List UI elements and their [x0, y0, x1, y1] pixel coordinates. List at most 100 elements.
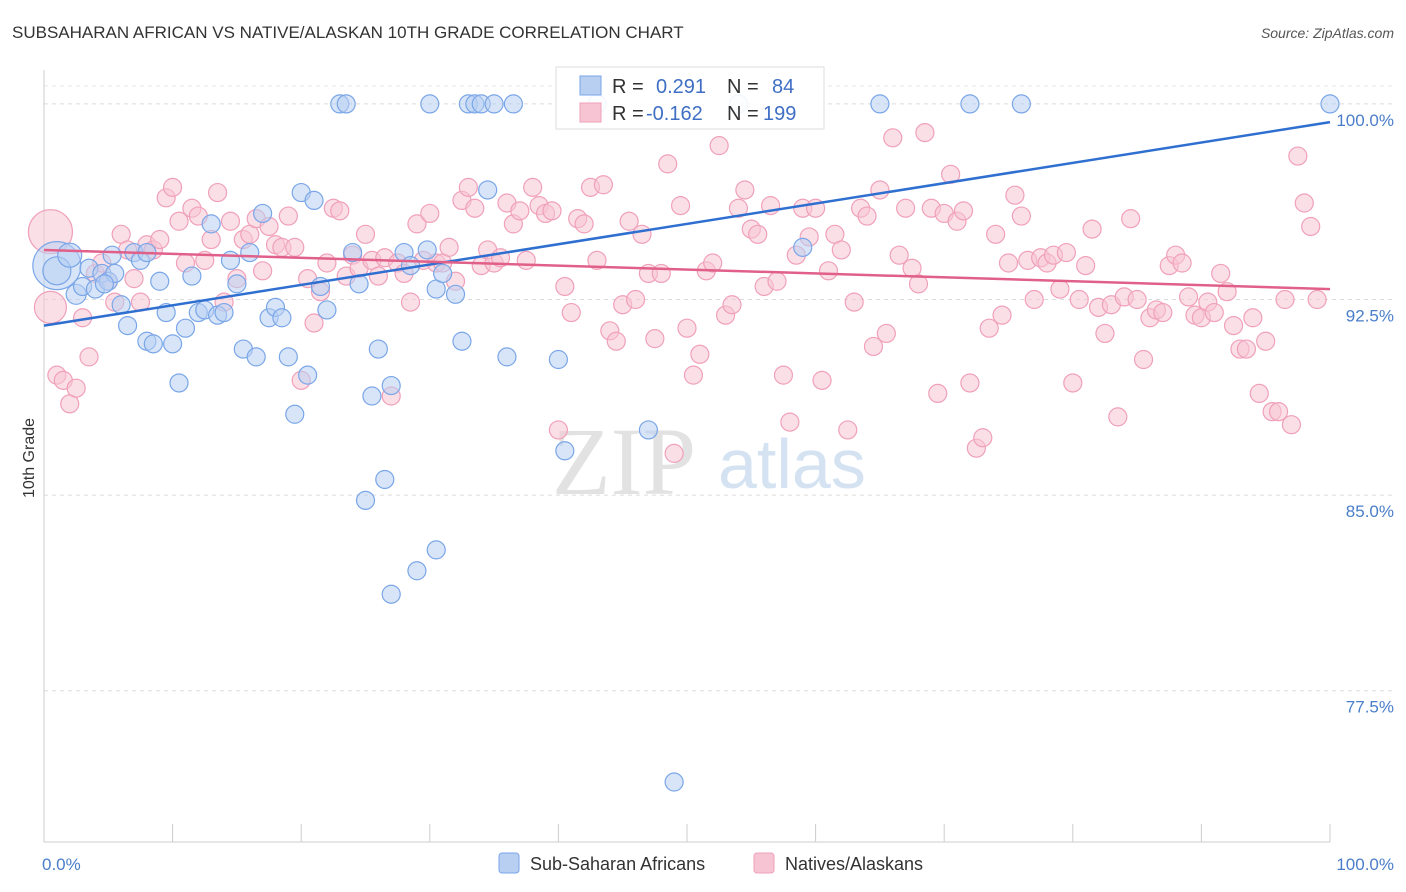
stats-swatch-pink — [579, 102, 602, 123]
pink-point-161 — [1069, 289, 1089, 310]
pink-point-178 — [1178, 287, 1199, 307]
watermark-atlas: atlas — [718, 425, 866, 503]
blue-point-65 — [478, 180, 498, 200]
blue-point-56 — [420, 94, 440, 114]
pink-point-111 — [748, 224, 768, 244]
gridlines — [44, 85, 1394, 692]
pink-point-159 — [1056, 242, 1076, 263]
pink-point-137 — [915, 122, 935, 143]
pink-point-197 — [1301, 216, 1321, 237]
chart-title: SUBSAHARAN AFRICAN VS NATIVE/ALASKAN 10T… — [12, 23, 684, 42]
pink-point-187 — [1236, 339, 1257, 359]
legend-swatch-sub-saharan-africans — [498, 852, 520, 874]
blue-point-82 — [102, 245, 122, 265]
axes — [43, 70, 1331, 843]
pink-point-148 — [986, 224, 1006, 244]
pink-point-18 — [150, 229, 170, 250]
pink-point-95 — [645, 329, 665, 349]
pink-point-151 — [1005, 185, 1025, 205]
pink-point-34 — [253, 261, 273, 281]
trend-line-sub-saharan-africans — [43, 120, 1331, 327]
pink-point-98 — [664, 443, 684, 463]
pink-point-121 — [812, 370, 832, 390]
blue-point-49 — [368, 339, 388, 359]
blue-point-39 — [298, 365, 318, 385]
legend-label-natives-alaskans: Natives/Alaskans — [785, 854, 923, 874]
pink-point-131 — [876, 323, 896, 344]
legend-label-sub-saharan-africans: Sub-Saharan Africans — [530, 854, 705, 874]
blue-point-11 — [117, 315, 138, 336]
blue-point-44 — [336, 94, 356, 114]
blue-point-66 — [484, 94, 504, 114]
pink-point-192 — [1268, 402, 1289, 422]
blue-point-45 — [343, 242, 363, 263]
pink-point-105 — [709, 136, 729, 156]
pink-point-149 — [992, 305, 1012, 325]
stats-r-value-blue: 0.291 — [656, 76, 706, 98]
pink-point-99 — [670, 196, 691, 216]
pink-point-143 — [953, 201, 974, 221]
pink-point-185 — [1223, 315, 1244, 336]
pink-point-1 — [33, 290, 68, 324]
pink-point-79 — [542, 201, 562, 221]
blue-point-73 — [664, 772, 684, 792]
blue-point-50 — [375, 469, 395, 490]
pink-point-134 — [896, 198, 916, 218]
pink-point-60 — [420, 203, 440, 224]
series-natives-alaskans — [27, 122, 1327, 463]
pink-point-102 — [690, 344, 710, 364]
blue-point-27 — [220, 250, 241, 270]
pink-point-196 — [1294, 193, 1314, 213]
blue-point-48 — [362, 386, 382, 406]
blue-point-51 — [381, 375, 401, 396]
blue-point-47 — [355, 490, 376, 510]
pink-point-93 — [632, 224, 652, 244]
pink-point-115 — [773, 365, 794, 385]
pink-point-44 — [317, 253, 337, 273]
blue-point-75 — [793, 237, 813, 257]
pink-point-171 — [1133, 349, 1154, 370]
pink-point-128 — [857, 206, 877, 226]
pink-point-96 — [651, 263, 671, 284]
pink-point-29 — [220, 211, 241, 231]
y-tick-label-1: 85.0% — [1346, 502, 1394, 521]
stats-n-value-blue: 84 — [772, 76, 794, 98]
blue-point-52 — [381, 584, 401, 604]
y-tick-label-0: 77.5% — [1346, 698, 1394, 717]
blue-point-40 — [304, 190, 324, 211]
pink-point-163 — [1082, 219, 1102, 239]
pink-point-67 — [465, 198, 485, 218]
pink-point-84 — [574, 214, 594, 234]
blue-point-76 — [870, 94, 890, 114]
pink-point-182 — [1204, 302, 1224, 323]
pink-point-100 — [677, 318, 697, 338]
blue-point-83 — [417, 240, 437, 260]
legend-swatch-natives-alaskans — [753, 852, 775, 874]
blue-point-36 — [278, 347, 298, 367]
pink-point-87 — [593, 175, 614, 195]
pink-point-63 — [439, 237, 459, 257]
pink-point-39 — [285, 237, 305, 257]
pink-point-38 — [278, 206, 298, 226]
pink-point-198 — [1307, 289, 1327, 310]
y-tick-labels: 77.5% 85.0% 92.5% 100.0% — [1336, 111, 1394, 717]
blue-point-19 — [169, 373, 189, 393]
stats-r-label-blue: R = — [612, 76, 644, 98]
pink-point-114 — [767, 271, 787, 291]
pink-point-89 — [606, 331, 626, 351]
blue-point-57 — [426, 540, 446, 560]
blue-point-10 — [111, 295, 131, 315]
pink-point-46 — [330, 201, 350, 221]
pink-point-195 — [1288, 146, 1308, 166]
blue-point-77 — [960, 94, 980, 114]
pink-point-189 — [1249, 383, 1269, 404]
pink-point-104 — [703, 253, 723, 273]
pink-point-170 — [1127, 289, 1147, 310]
pink-point-108 — [728, 198, 749, 218]
pink-point-144 — [960, 373, 980, 393]
pink-point-190 — [1256, 331, 1276, 351]
pink-point-162 — [1076, 256, 1096, 276]
blue-point-61 — [452, 331, 472, 351]
pink-point-86 — [587, 250, 607, 270]
blue-point-35 — [272, 308, 292, 328]
